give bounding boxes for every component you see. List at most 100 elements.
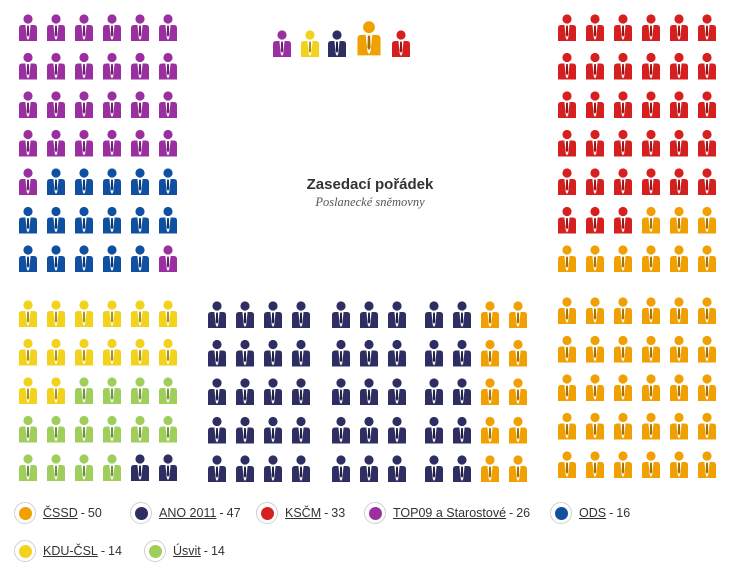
seat-3-3-2: [264, 416, 282, 444]
seat-5-3-2: [481, 416, 499, 444]
seat-4-2-2: [388, 378, 406, 405]
seat-2-0-3: [103, 300, 121, 327]
seat-5-3-0: [425, 416, 443, 444]
legend-link-ano[interactable]: ANO 2011: [159, 506, 217, 520]
seat-0-6-1: [47, 245, 65, 272]
chart-subtitle: Poslanecké sněmovny: [315, 195, 425, 209]
seat-1-5-3: [642, 206, 660, 234]
seat-0-3-4: [131, 129, 149, 157]
legend-link-top09[interactable]: TOP09 a Starostové: [393, 506, 507, 520]
legend-link-usvit[interactable]: Úsvit: [173, 544, 201, 558]
seat-0-4-5: [159, 168, 177, 195]
seat-4-0-1: [360, 301, 378, 328]
seat-3-2-3: [292, 378, 310, 405]
seat-1-0-1: [586, 14, 604, 41]
legend-count-kdu: 14: [108, 544, 122, 558]
seat-6-2-1: [586, 374, 604, 401]
seat-2-4-5: [159, 454, 177, 481]
legend-dot-kdu: [14, 540, 36, 562]
seat-0-1-5: [159, 52, 177, 80]
seat-4-1-1: [360, 339, 378, 367]
seat-1-0-3: [642, 14, 660, 41]
seat-1-5-0: [558, 206, 576, 234]
seat-3-4-1: [236, 455, 254, 482]
seat-0-5-0: [19, 206, 37, 234]
seat-0-0-4: [131, 14, 149, 41]
seat-2-1-0: [19, 338, 37, 366]
chart-title: Zasedací pořádek: [306, 176, 434, 193]
seat-2-2-3: [103, 377, 121, 404]
seating-chart: [19, 14, 716, 482]
seat-0-4-0: [19, 168, 37, 195]
seat-6-3-2: [614, 412, 632, 440]
seat-1-4-1: [586, 168, 604, 195]
seat-1-1-2: [614, 52, 632, 80]
legend-link-cssd[interactable]: ČSSD: [43, 506, 78, 520]
seat-0-0-5: [159, 14, 177, 41]
seat-1-5-2: [614, 206, 632, 234]
seat-1-4-3: [642, 168, 660, 195]
legend-count-ano: 47: [226, 506, 241, 520]
seat-1-5-1: [586, 206, 604, 234]
seat-3-2-1: [236, 378, 254, 405]
seat-0-1-3: [103, 52, 121, 80]
seat-0-4-2: [75, 168, 93, 195]
seat-5-4-3: [509, 455, 527, 482]
presidium-seat-4: [392, 30, 410, 57]
seat-1-3-3: [642, 129, 660, 157]
seat-6-4-4: [670, 451, 688, 478]
seat-5-0-3: [509, 301, 527, 328]
seat-6-0-3: [642, 297, 660, 324]
seat-5-2-2: [481, 378, 499, 405]
legend-item-top09: TOP09 a Starostové - 26: [364, 502, 530, 524]
legend-link-kscm[interactable]: KSČM: [285, 506, 322, 520]
legend-separator: -: [219, 506, 224, 520]
seat-0-1-2: [75, 52, 93, 80]
legend-separator: -: [80, 506, 85, 520]
legend-item-cssd: ČSSD - 50: [14, 502, 102, 524]
legend-dot-ods: [550, 502, 572, 524]
seat-3-2-2: [264, 378, 282, 405]
seat-6-0-2: [614, 297, 632, 324]
seat-6-1-3: [642, 335, 660, 363]
seat-1-2-4: [670, 91, 688, 118]
seat-3-0-1: [236, 301, 254, 328]
legend-item-usvit: Úsvit - 14: [144, 540, 225, 562]
legend-separator: -: [203, 544, 208, 558]
legend-separator: -: [509, 506, 514, 520]
seat-0-3-5: [159, 129, 177, 157]
seat-5-0-2: [481, 301, 499, 328]
seat-2-1-4: [131, 338, 149, 366]
seat-0-4-1: [47, 168, 65, 195]
legend-link-kdu[interactable]: KDU-ČSL: [43, 544, 98, 558]
seat-0-5-2: [75, 206, 93, 234]
seat-1-4-0: [558, 168, 576, 195]
legend-count-cssd: 50: [87, 506, 102, 520]
seat-6-0-0: [558, 297, 576, 324]
seat-6-3-1: [586, 412, 604, 440]
seat-5-3-1: [453, 416, 471, 444]
seat-0-2-3: [103, 91, 121, 118]
seat-1-3-4: [670, 129, 688, 157]
legend-link-ods[interactable]: ODS: [579, 506, 607, 520]
seat-4-1-2: [388, 339, 406, 367]
seat-0-5-4: [131, 206, 149, 234]
seat-1-2-2: [614, 91, 632, 118]
seat-1-2-0: [558, 91, 576, 118]
seat-4-1-0: [332, 339, 350, 367]
seat-0-1-4: [131, 52, 149, 80]
seat-4-0-0: [332, 301, 350, 328]
seat-2-2-5: [159, 377, 177, 404]
seat-6-1-0: [558, 335, 576, 363]
legend-separator: -: [100, 544, 106, 558]
presidium-seat-2: [328, 30, 346, 57]
seat-1-6-1: [586, 245, 604, 272]
seat-2-0-4: [131, 300, 149, 327]
seat-1-0-5: [698, 14, 716, 41]
legend-count-kscm: 33: [331, 506, 346, 520]
seat-1-0-4: [670, 14, 688, 41]
seat-5-4-2: [481, 455, 499, 482]
seat-0-4-4: [131, 168, 149, 195]
seat-3-0-0: [208, 301, 226, 328]
seat-3-4-2: [264, 455, 282, 482]
